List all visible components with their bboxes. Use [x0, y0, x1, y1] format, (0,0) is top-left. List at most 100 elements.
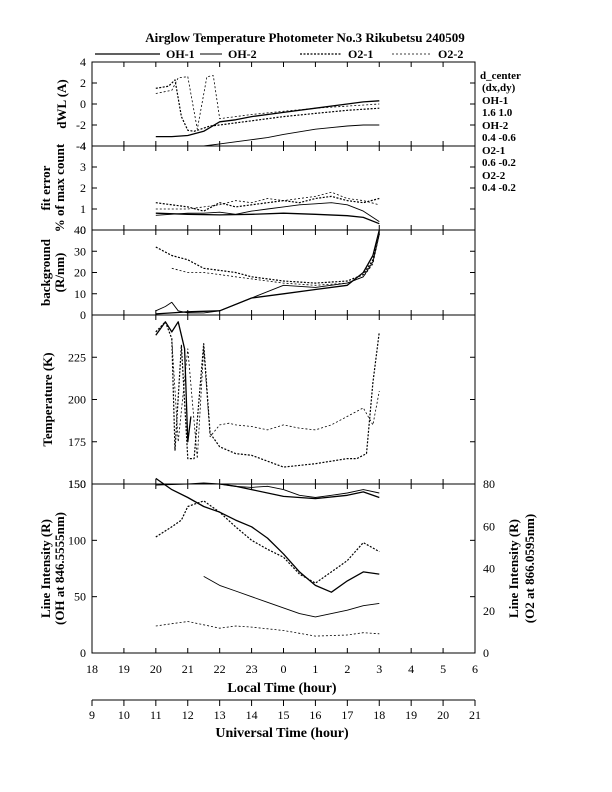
x-tick-label-universal: 10 — [118, 708, 130, 722]
x-tick-label-universal: 21 — [469, 708, 481, 722]
y-tick-label-temp: 200 — [68, 393, 86, 407]
chart-title: Airglow Temperature Photometer No.3 Riku… — [145, 30, 465, 45]
series-line-dwl-o2-2 — [155, 75, 380, 130]
y-tick-label-dwl: 4 — [80, 55, 86, 69]
x-tick-label-local: 21 — [182, 662, 194, 676]
series-line-int-oh-2-upper- — [155, 482, 380, 498]
legend-label-oh2: OH-2 — [228, 47, 257, 61]
y-tick-label-fiterr: 0 — [80, 223, 86, 237]
y2-axis-label-int: Line Intensity (R) — [506, 519, 521, 618]
y-tick-label-int: 150 — [68, 477, 86, 491]
y-tick-label-fiterr: 1 — [80, 202, 86, 216]
panel-frame-dwl — [91, 61, 476, 147]
y-tick-label-dwl: -2 — [76, 118, 86, 132]
y-tick-label-int: 100 — [68, 533, 86, 547]
annotation-o21-name: O2-1 — [482, 145, 505, 157]
x-tick-label-local: 6 — [472, 662, 478, 676]
x-tick-label-local: 20 — [150, 662, 162, 676]
x-tick-label-universal: 13 — [214, 708, 226, 722]
x-tick-label-local: 22 — [214, 662, 226, 676]
y2-tick-label-int: 40 — [483, 562, 495, 576]
x-tick-label-universal: 20 — [437, 708, 449, 722]
series-line-int-oh-1 — [155, 477, 380, 593]
annotation-subheader: (dx,dy) — [482, 82, 516, 94]
series-line-dwl-o2-1 — [155, 79, 380, 132]
y-tick-label-fiterr: 2 — [80, 181, 86, 195]
x-axis-label-local: Local Time (hour) — [227, 681, 336, 696]
annotation-oh1-name: OH-1 — [482, 95, 508, 107]
series-line-fiterr-o2-2 — [155, 191, 380, 210]
annotation-header: d_center — [480, 70, 521, 82]
series-line-dwl-oh-1 — [155, 100, 380, 138]
panel-frame-temp — [91, 314, 476, 485]
series-line-fiterr-oh-1 — [155, 212, 380, 225]
x-tick-label-universal: 11 — [150, 708, 162, 722]
x-tick-label-local: 1 — [312, 662, 318, 676]
series-line-int-o2-2 — [155, 621, 380, 637]
x-tick-label-local: 2 — [344, 662, 350, 676]
series-line-bg-oh-2 — [155, 234, 380, 314]
y-axis-label2-fiterr: % of max count — [52, 143, 67, 232]
y-tick-label-dwl: -4 — [76, 139, 86, 153]
y-axis-label2-int: (OH at 846.5555nm) — [52, 512, 67, 625]
y-tick-label-int: 50 — [74, 590, 86, 604]
series-line-int-oh-1-upper- — [219, 483, 380, 500]
annotation-o21-vals: 0.6 -0.2 — [482, 157, 516, 169]
annotation-oh1-vals: 1.6 1.0 — [482, 107, 513, 119]
x-tick-label-universal: 15 — [278, 708, 290, 722]
series-line-int-oh-2 — [203, 576, 380, 618]
y-axis-label-temp: Temperature (K) — [40, 352, 55, 446]
annotation-o22-vals: 0.4 -0.2 — [482, 182, 516, 194]
series-line-bg-oh-1 — [155, 229, 380, 315]
x-axis-label-universal: Universal Time (hour) — [215, 726, 349, 741]
x-tick-label-universal: 9 — [89, 708, 95, 722]
annotation-o22-name: O2-2 — [482, 170, 506, 182]
y-tick-label-bg: 30 — [74, 244, 86, 258]
y-tick-label-fiterr: 4 — [80, 139, 86, 153]
x-tick-label-local: 3 — [376, 662, 382, 676]
y-tick-label-temp: 225 — [68, 350, 86, 364]
panel-frame-int — [91, 483, 476, 654]
y-tick-label-bg: 40 — [74, 223, 86, 237]
legend-label-o21: O2-1 — [348, 47, 373, 61]
y-tick-label-dwl: 0 — [80, 97, 86, 111]
y-tick-label-int: 0 — [80, 646, 86, 660]
x-tick-label-universal: 16 — [309, 708, 321, 722]
series-line-bg-o2-2 — [171, 234, 380, 286]
x-tick-label-local: 23 — [246, 662, 258, 676]
y2-tick-label-int: 60 — [483, 519, 495, 533]
series-line-fiterr-oh-2 — [155, 202, 380, 222]
annotation-oh2-vals: 0.4 -0.6 — [482, 132, 516, 144]
y2-tick-label-int: 20 — [483, 604, 495, 618]
annotation-oh2-name: OH-2 — [482, 120, 509, 132]
x-tick-label-local: 5 — [440, 662, 446, 676]
series-line-temp-o2-1 — [155, 321, 380, 468]
series-line-temp-oh-1 — [155, 321, 192, 443]
series-line-int-o2-1 — [155, 500, 380, 584]
x-tick-label-local: 18 — [86, 662, 98, 676]
legend-label-oh1: OH-1 — [166, 47, 195, 61]
y2-tick-label-int: 80 — [483, 477, 495, 491]
y2-axis-label2-int: (O2 at 866.0595nm) — [522, 514, 537, 623]
y-axis-label-bg: background — [38, 238, 53, 306]
panel-frame-fiterr — [91, 145, 476, 231]
y-tick-label-fiterr: 3 — [80, 160, 86, 174]
y-axis-label-int: Line Intensity (R) — [38, 519, 53, 618]
y-axis-label2-bg: (R/nm) — [52, 253, 67, 293]
y-axis-label-fiterr: fit error — [38, 165, 53, 210]
y-tick-label-bg: 20 — [74, 266, 86, 280]
x-tick-label-local: 4 — [408, 662, 414, 676]
y-tick-label-bg: 0 — [80, 308, 86, 322]
x-tick-label-local: 19 — [118, 662, 130, 676]
x-tick-label-universal: 14 — [246, 708, 258, 722]
x-tick-label-universal: 17 — [341, 708, 353, 722]
y-tick-label-temp: 150 — [68, 477, 86, 491]
y2-tick-label-int: 0 — [483, 646, 489, 660]
x-tick-label-universal: 12 — [182, 708, 194, 722]
series-line-temp-o2-2 — [171, 338, 380, 460]
panel-frame-bg — [91, 229, 476, 316]
dcenter-annotation: d_center (dx,dy) OH-1 1.6 1.0 OH-2 0.4 -… — [480, 70, 521, 194]
y-axis-label-dwl: dWL (A) — [54, 79, 69, 128]
legend-label-o22: O2-2 — [438, 47, 463, 61]
